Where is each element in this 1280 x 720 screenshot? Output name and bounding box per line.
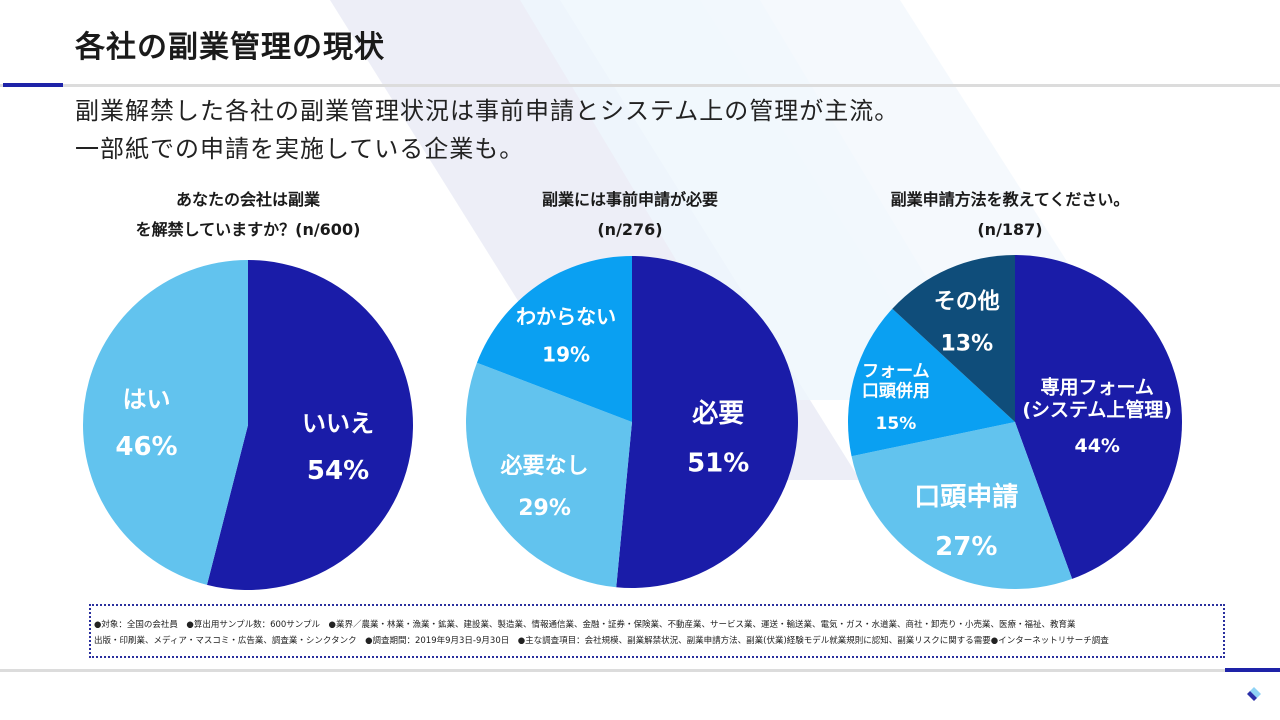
slice-label: はい [123,385,171,413]
slice-label: 専用フォーム [1041,376,1154,398]
pie-slice [206,260,414,590]
pie-slice [83,260,248,585]
survey-note-line-1: ●対象：全国の会社員 ●算出用サンプル数：600サンプル ●業界／農業・林業・漁… [94,620,1076,630]
pie-slice [851,422,1073,589]
header-divider [0,84,1280,87]
slice-label: (システム上管理) [1022,398,1172,421]
subtitle: 副業解禁した各社の副業管理状況は事前申請とシステム上の管理が主流。 一部紙での申… [75,92,899,168]
footer-accent-bar [1225,668,1280,672]
survey-note-box: ●対象：全国の会社員 ●算出用サンプル数：600サンプル ●業界／農業・林業・漁… [89,604,1225,658]
survey-note-line-2: 出版・印刷業、メディア・マスコミ・広告業、調査業・シンクタンク ●調査期間：20… [94,636,1109,646]
slice-label: フォーム [862,361,930,381]
pie-slice [466,362,632,588]
slice-label: わからない [516,304,616,328]
slice-value-label: 44% [1074,435,1119,457]
subtitle-line-1: 副業解禁した各社の副業管理状況は事前申請とシステム上の管理が主流。 [75,97,900,125]
pie-chart-kaikin: いいえ 54% はい 46% [83,260,414,590]
pie-slice [476,256,632,422]
company-logo-icon [1247,687,1261,701]
chart-1-title: あなたの会社は副業 を解禁していますか？(n/600) [78,185,418,245]
chart-2-title-line-1: 副業には事前申請が必要 [541,190,718,209]
chart-3-title-line-2: (n/187) [977,220,1043,239]
slice-label: 必要なし [501,453,589,479]
slice-label: その他 [934,290,1000,315]
slice-label: いいえ [302,410,374,438]
chart-3-title-line-1: 副業申請方法を教えてください。 [890,190,1130,209]
slice-label: 必要 [692,399,744,429]
page-title: 各社の副業管理の現状 [75,30,385,65]
slice-label: 口頭併用 [862,381,930,402]
slice-value-label: 54% [307,456,369,486]
footer-divider [0,669,1225,672]
pie-slice [1015,255,1182,579]
pie-chart-jizen-shinsei: 必要 51% 必要なし 29% わからない 19% [466,256,799,588]
slice-value-label: 51% [687,449,749,479]
slice-value-label: 29% [518,496,571,521]
subtitle-line-2: 一部紙での申請を実施している企業も。 [75,135,525,163]
chart-2-title-line-2: (n/276) [597,220,663,239]
pie-slice [616,256,799,588]
chart-2-title: 副業には事前申請が必要 (n/276) [460,185,800,245]
slice-value-label: 27% [935,532,997,562]
slice-value-label: 46% [115,432,177,462]
chart-1-title-line-2: を解禁していますか？(n/600) [135,220,361,239]
slice-value-label: 19% [542,342,590,366]
chart-1-title-line-1: あなたの会社は副業 [175,190,320,209]
slice-value-label: 13% [940,331,993,356]
pie-slice [848,308,1015,457]
slice-label: 口頭申請 [914,482,1018,513]
pie-slice [892,255,1015,422]
slice-value-label: 15% [876,414,917,434]
header-accent-bar [3,83,63,87]
chart-3-title: 副業申請方法を教えてください。 (n/187) [840,185,1180,245]
